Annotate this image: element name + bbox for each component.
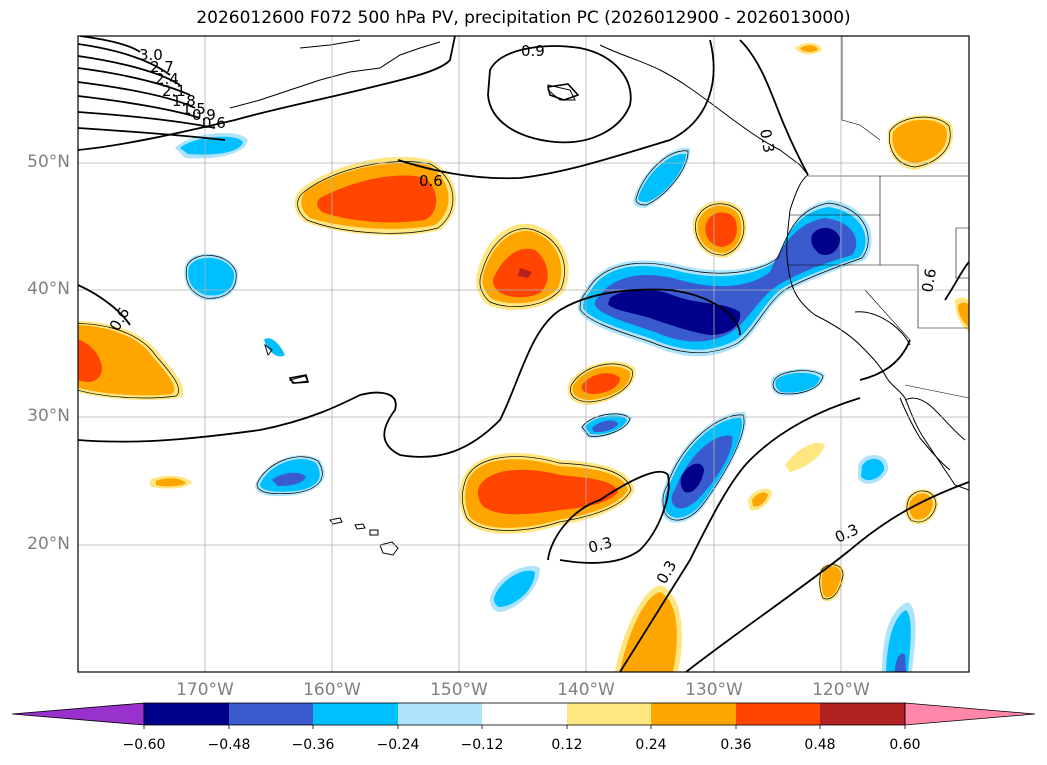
precip-positive-area — [150, 475, 192, 489]
colorbar-segment — [567, 703, 651, 725]
precip-negative-area — [882, 602, 916, 672]
precip-negative-area — [580, 412, 632, 439]
precip-positive-area — [887, 114, 954, 170]
precip-positive-area — [459, 453, 635, 534]
precip-negative-area — [770, 368, 825, 396]
contour-label: 3.0 — [139, 46, 163, 64]
colorbar-extend-min — [11, 702, 145, 726]
colorbar-segment — [820, 703, 905, 725]
colorbar-tick-label: −0.48 — [207, 737, 251, 753]
colorbar-tick-label: −0.24 — [376, 737, 420, 753]
colorbar-segment — [736, 703, 820, 725]
pv-contours — [78, 36, 969, 672]
contour-label: 2.7 — [150, 58, 174, 76]
contour-label: 0.3 — [832, 520, 861, 546]
coastline — [229, 39, 969, 556]
lon-label: 150°W — [430, 680, 488, 700]
lon-label: 170°W — [176, 680, 234, 700]
precip-negative-area — [490, 566, 540, 612]
contour-label: 0.9 — [521, 42, 545, 60]
precip-positive-area — [78, 320, 184, 400]
lat-label: 30°N — [27, 406, 70, 426]
colorbar-tick-label: 0.48 — [804, 737, 836, 753]
colorbar-segment — [313, 703, 398, 725]
precip-positive-area — [748, 442, 825, 511]
contour-label: 1.8 — [172, 92, 196, 110]
precip-negative-area — [578, 200, 872, 357]
pv-contour-small — [288, 83, 580, 384]
precip-negative-area — [660, 411, 747, 523]
contour-label: 0.6 — [419, 172, 443, 190]
colorbar-tick-label: −0.12 — [460, 737, 504, 753]
colorbar-tick-label: 0.36 — [720, 737, 752, 753]
colorbar-tick-label: 0.12 — [551, 737, 583, 753]
contour-label: 2.4 — [155, 70, 179, 88]
precip-positive-area — [476, 223, 569, 310]
colorbar-tick-label: 0.24 — [635, 737, 667, 753]
colorbar-segment — [229, 703, 313, 725]
lon-label: 140°W — [557, 680, 615, 700]
colorbar-segment — [144, 703, 229, 725]
contour-label: 0.6 — [918, 267, 940, 294]
lat-label: 40°N — [27, 279, 70, 299]
plot-frame — [77, 35, 970, 673]
contour-label: 0.9 — [192, 106, 216, 124]
colorbar-tick-label: 0.60 — [889, 737, 921, 753]
colorbar-tick-label: −0.60 — [122, 737, 166, 753]
precip-negative-area — [184, 253, 239, 301]
precip-positive-area — [294, 156, 457, 236]
colorbar-segment — [651, 703, 736, 725]
precip-negative-area — [255, 455, 325, 497]
precip-negative-area — [858, 454, 889, 484]
contour-label: 2.1 — [162, 82, 186, 100]
political-boundaries — [787, 36, 969, 399]
colorbar-segment — [398, 703, 482, 725]
precip-positive-area — [615, 585, 683, 672]
precip-positive-area — [818, 563, 845, 602]
lon-label: 160°W — [303, 680, 361, 700]
colorbar-tick-label: −0.36 — [291, 737, 335, 753]
contour-label: 0.3 — [756, 128, 778, 155]
precip-positive-area — [567, 361, 636, 405]
contour-label: 0.3 — [586, 533, 614, 557]
colorbar — [11, 702, 1036, 729]
map-title: 2026012600 F072 500 hPa PV, precipitatio… — [196, 8, 851, 28]
colorbar-extend-max — [904, 702, 1036, 726]
precip-negative-area — [175, 133, 248, 159]
colorbar-segment — [482, 703, 567, 725]
graticule — [78, 36, 969, 672]
lat-label: 20°N — [27, 534, 70, 554]
precip-negative-area — [264, 338, 285, 357]
lat-label: 50°N — [27, 152, 70, 172]
precip-positive-area — [904, 489, 938, 525]
precip-positive-area — [692, 200, 747, 258]
lon-label: 120°W — [812, 680, 870, 700]
lon-label: 130°W — [685, 680, 743, 700]
precip-positive-area — [955, 297, 969, 333]
contour-label: 0.6 — [202, 114, 226, 132]
contour-label: 1.5 — [182, 100, 206, 118]
precip-positive-area — [795, 42, 822, 55]
precip-negative-area — [633, 147, 691, 208]
